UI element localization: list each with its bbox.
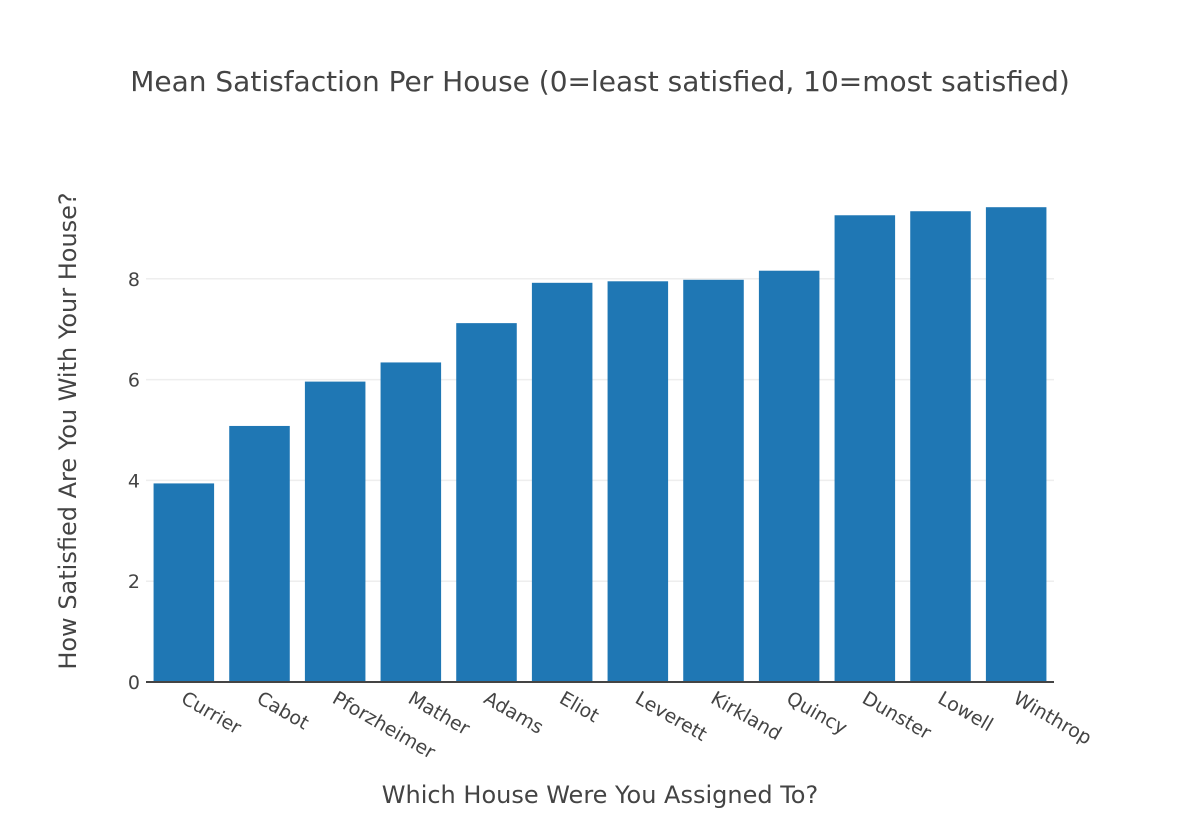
x-tick-label: Leverett: [631, 687, 710, 745]
y-axis-title: How Satisfied Are You With Your House?: [54, 192, 82, 669]
x-tick-label: Lowell: [934, 687, 997, 736]
bar-cabot: [229, 425, 290, 682]
bars: [153, 207, 1047, 683]
x-tick-label: Adams: [480, 687, 547, 738]
x-tick-label: Currier: [177, 687, 245, 739]
x-tick-label: Quincy: [783, 687, 851, 739]
chart-title: Mean Satisfaction Per House (0=least sat…: [130, 65, 1070, 98]
y-axis-ticks: 0 2 4 6 8: [128, 269, 140, 694]
bar-eliot: [531, 282, 593, 682]
y-tick-label: 2: [128, 571, 140, 593]
bar-quincy: [758, 270, 820, 682]
bar-lowell: [910, 211, 971, 682]
x-tick-label: Dunster: [858, 687, 935, 744]
x-tick-label: Eliot: [556, 687, 603, 727]
bar-kirkland: [683, 279, 744, 682]
bar-winthrop: [985, 207, 1047, 683]
x-tick-label: Kirkland: [707, 687, 785, 745]
x-tick-label: Winthrop: [1010, 687, 1096, 749]
bar-currier: [153, 483, 215, 682]
y-tick-label: 0: [128, 672, 140, 694]
bar-leverett: [607, 281, 669, 682]
y-tick-label: 4: [128, 470, 140, 492]
bar-adams: [456, 323, 517, 682]
y-tick-label: 6: [128, 370, 140, 392]
x-axis-title: Which House Were You Assigned To?: [382, 781, 818, 809]
bar-pforzheimer: [304, 381, 366, 682]
gridlines: [146, 278, 1054, 582]
y-tick-label: 8: [128, 269, 140, 291]
bar-mather: [380, 362, 442, 682]
x-tick-label: Cabot: [253, 687, 313, 734]
bar-dunster: [834, 215, 896, 683]
